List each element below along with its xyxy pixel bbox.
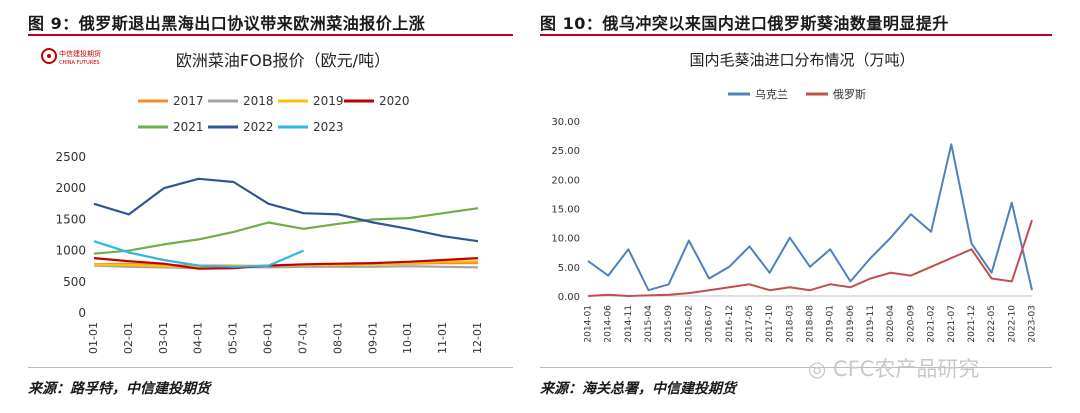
x-tick-label: 05-01 [227, 322, 240, 354]
x-tick-label: 2021-12 [967, 305, 977, 343]
y-tick-label: 25.00 [551, 146, 580, 157]
wechat-icon: ◎ [808, 357, 833, 381]
x-tick-label: 2017-05 [745, 305, 755, 343]
x-tick-label: 08-01 [331, 322, 344, 354]
x-tick-label: 2021-02 [927, 305, 937, 343]
left-caption-rule [28, 34, 513, 36]
x-tick-label: 2015-09 [664, 305, 674, 343]
left-chart: 中信建投期货 CHINA FUTURES 欧洲菜油FOB报价（欧元/吨） 201… [28, 40, 513, 365]
x-tick-label: 2015-04 [644, 305, 654, 343]
x-tick-label: 03-01 [157, 322, 170, 354]
x-tick-label: 2018-03 [785, 305, 795, 343]
y-tick-label: 5.00 [558, 263, 580, 274]
x-tick-label: 2017-10 [765, 305, 775, 343]
left-chart-title: 欧洲菜油FOB报价（欧元/吨） [176, 51, 390, 70]
right-figure-source: 来源：海关总署，中信建投期货 [540, 381, 736, 397]
x-tick-label: 2014-01 [584, 305, 594, 343]
x-tick-label: 2022-05 [987, 305, 997, 343]
y-tick-label: 2500 [55, 150, 86, 164]
y-tick-label: 15.00 [551, 205, 580, 216]
x-tick-label: 04-01 [192, 322, 205, 354]
legend-label: 2017 [173, 94, 204, 108]
x-tick-label: 07-01 [296, 322, 309, 354]
y-tick-label: 0 [78, 306, 86, 320]
legend-label: 2019 [313, 94, 344, 108]
x-tick-label: 2016-07 [705, 305, 715, 343]
logo-icon [41, 48, 57, 64]
x-tick-label: 01-01 [87, 322, 100, 354]
series-line-7 [93, 240, 304, 268]
x-tick-label: 2018-08 [806, 305, 816, 343]
y-tick-label: 10.00 [551, 234, 580, 245]
x-tick-label: 11-01 [436, 322, 449, 354]
series-line-1 [587, 143, 1033, 292]
x-tick-label: 09-01 [366, 322, 379, 354]
x-tick-label: 2022-10 [1007, 305, 1017, 343]
right-figure-caption: 图 10：俄乌冲突以来国内进口俄罗斯葵油数量明显提升 [540, 14, 949, 33]
x-tick-label: 2014-11 [624, 305, 634, 343]
right-bottom-rule [540, 367, 1052, 368]
x-tick-label: 06-01 [262, 322, 275, 354]
x-tick-label: 2019-01 [826, 305, 836, 343]
y-tick-label: 1500 [55, 212, 86, 226]
series-line-2 [93, 264, 479, 270]
right-caption-rule [540, 34, 1052, 36]
x-tick-label: 2020-09 [906, 305, 916, 343]
right-chart: 国内毛葵油进口分布情况（万吨） 乌克兰 俄罗斯 0.00 5.00 10.00 15.0… [540, 40, 1052, 365]
x-tick-label: 2016-02 [684, 305, 694, 343]
x-tick-label: 2019-11 [866, 305, 876, 343]
series-line-2 [587, 219, 1033, 297]
legend-label: 乌克兰 [755, 87, 788, 101]
legend-label: 2023 [313, 120, 344, 134]
right-chart-title: 国内毛葵油进口分布情况（万吨） [689, 51, 914, 69]
x-tick-label: 10-01 [401, 322, 414, 354]
left-figure-source: 来源：路孚特，中信建投期货 [28, 381, 210, 397]
y-tick-label: 2000 [55, 181, 86, 195]
x-tick-label: 2023-03 [1028, 305, 1038, 343]
x-tick-label: 02-01 [122, 322, 135, 354]
left-bottom-rule [28, 367, 513, 368]
logo: 中信建投期货 CHINA FUTURES [41, 48, 101, 66]
watermark-text: CFC农产品研究 [833, 357, 980, 381]
y-tick-label: 0.00 [558, 292, 580, 303]
y-tick-label: 1000 [55, 244, 86, 258]
legend-label: 2021 [173, 120, 204, 134]
logo-text: 中信建投期货 [59, 49, 101, 58]
legend-label: 2018 [243, 94, 274, 108]
left-figure-caption: 图 9：俄罗斯退出黑海出口协议带来欧洲菜油报价上涨 [28, 14, 426, 33]
y-tick-label: 20.00 [551, 175, 580, 186]
x-tick-label: 2020-04 [886, 305, 896, 343]
x-tick-label: 12-01 [471, 322, 484, 354]
legend-label: 俄罗斯 [833, 88, 866, 101]
y-tick-label: 500 [63, 275, 86, 289]
x-tick-label: 2021-07 [947, 305, 957, 343]
series-line-6 [93, 177, 479, 243]
y-tick-label: 30.00 [551, 117, 580, 128]
watermark: ◎ CFC农产品研究 [808, 353, 979, 383]
logo-subtext: CHINA FUTURES [59, 60, 100, 66]
series-line-5 [93, 207, 479, 255]
x-tick-label: 2014-06 [604, 305, 614, 343]
x-tick-label: 2016-12 [725, 305, 735, 343]
series-line-4 [93, 257, 479, 270]
legend-label: 2022 [243, 120, 274, 134]
legend-label: 2020 [379, 94, 410, 108]
x-tick-label: 2019-06 [846, 305, 856, 343]
